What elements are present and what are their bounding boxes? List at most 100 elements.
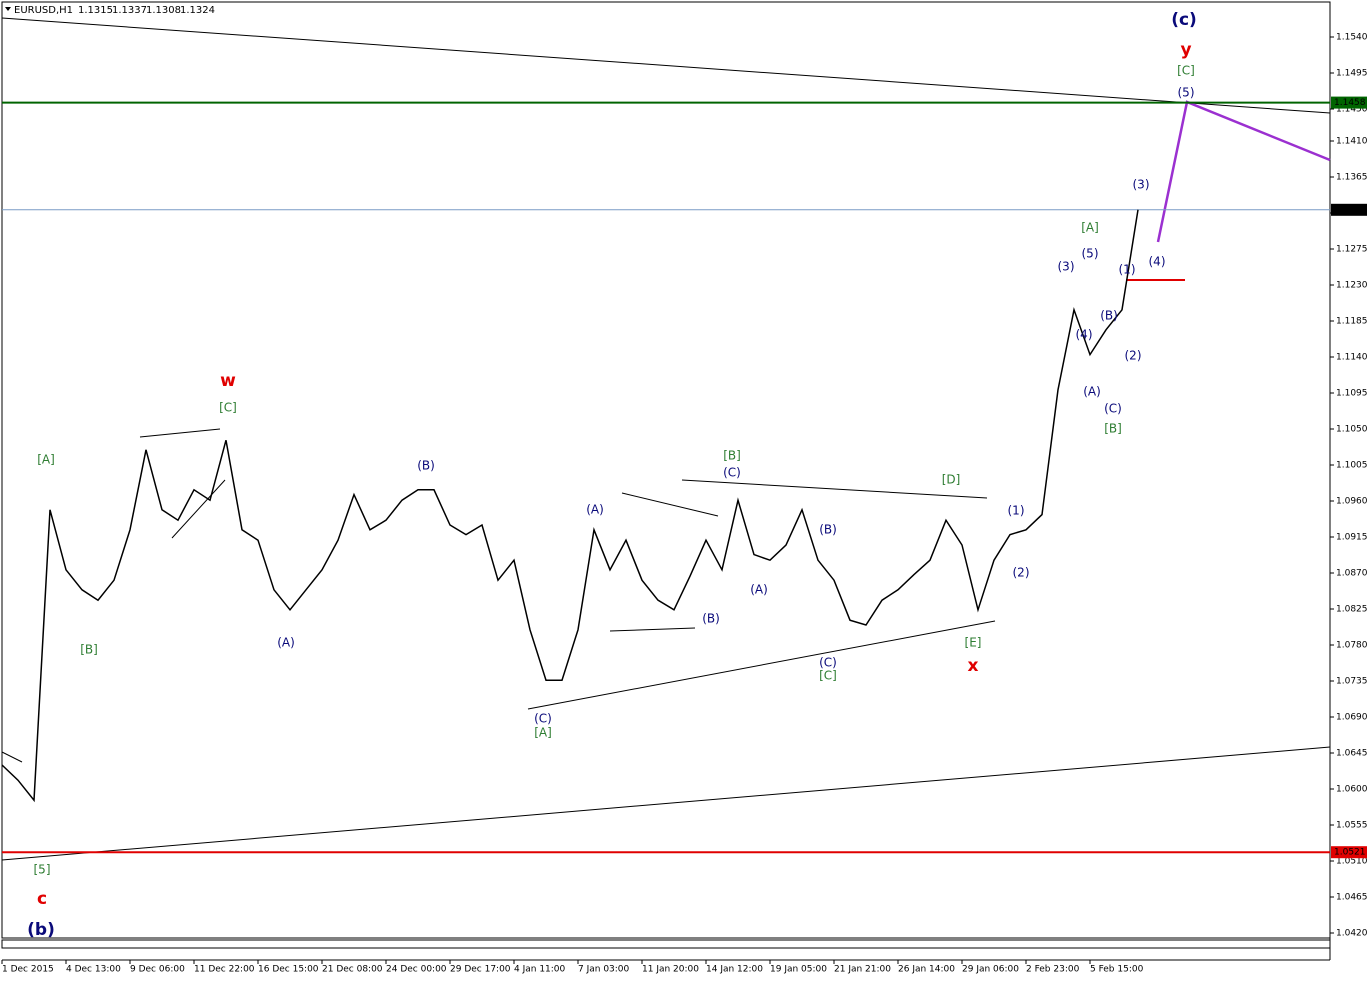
x-tick-label: 16 Dec 15:00 xyxy=(258,965,319,975)
wave-label: [C] xyxy=(1177,64,1195,78)
price-level-box xyxy=(1331,96,1367,109)
x-tick-label: 14 Jan 12:00 xyxy=(706,965,763,975)
x-tick-label: 29 Jan 06:00 xyxy=(962,965,1019,975)
price-level-label: 1.1458 xyxy=(1334,98,1366,108)
y-tick-label: 1.0465 xyxy=(1336,893,1368,903)
wave-label: y xyxy=(1180,40,1191,60)
trend-line xyxy=(609,627,696,632)
wave-label: [5] xyxy=(34,863,51,877)
wave-label: [E] xyxy=(965,636,982,650)
wave-label: (A) xyxy=(586,503,604,517)
y-tick-label: 1.1005 xyxy=(1336,461,1368,471)
wave-label: [C] xyxy=(219,401,237,415)
y-tick-label: 1.0960 xyxy=(1336,497,1368,507)
trend-line xyxy=(621,492,719,517)
y-tick-label: 1.0915 xyxy=(1336,533,1368,543)
wave-label: c xyxy=(37,889,47,909)
y-tick-label: 1.0600 xyxy=(1336,785,1368,795)
y-tick-label: 1.0555 xyxy=(1336,821,1368,831)
y-tick-label: 1.1230 xyxy=(1336,281,1368,291)
wave-label: (B) xyxy=(1100,309,1118,323)
y-tick-label: 1.1495 xyxy=(1336,69,1368,79)
wave-label: (2) xyxy=(1125,349,1142,363)
y-tick-label: 1.1540 xyxy=(1336,33,1368,43)
y-tick-label: 1.0825 xyxy=(1336,605,1368,615)
y-tick-label: 1.1450 xyxy=(1336,105,1368,115)
header: EURUSD,H1 1.1315 1.1337 1.1308 1.1324 xyxy=(5,5,215,16)
trend-line xyxy=(139,428,221,438)
wave-label: (A) xyxy=(750,583,768,597)
wave-label: (b) xyxy=(27,920,55,940)
wave-label: (B) xyxy=(417,459,435,473)
x-tick-label: 11 Jan 20:00 xyxy=(642,965,699,975)
x-tick-label: 21 Dec 08:00 xyxy=(322,965,383,975)
wave-label: (4) xyxy=(1076,328,1093,342)
trend-line xyxy=(681,479,988,499)
wave-label: [A] xyxy=(1081,221,1099,235)
x-tick-label: 9 Dec 06:00 xyxy=(130,965,185,975)
wave-label: (5) xyxy=(1178,86,1195,100)
wave-label: (A) xyxy=(277,636,295,650)
x-tick-label: 21 Jan 21:00 xyxy=(834,965,891,975)
trend-line xyxy=(1,751,23,763)
wave-label: (C) xyxy=(819,656,837,670)
trend-lines xyxy=(1,17,1331,861)
wave-label: (5) xyxy=(1082,247,1099,261)
price-level-box xyxy=(1331,846,1367,859)
x-tick-label: 11 Dec 22:00 xyxy=(194,965,255,975)
wave-label: (1) xyxy=(1008,504,1025,518)
x-tick-label: 1 Dec 2015 xyxy=(2,965,54,975)
y-tick-label: 1.0735 xyxy=(1336,677,1368,687)
price-level-label: 1.0521 xyxy=(1334,848,1366,858)
y-tick-label: 1.1410 xyxy=(1336,137,1368,147)
wave-label: [B] xyxy=(80,643,98,657)
x-tick-label: 19 Jan 05:00 xyxy=(770,965,827,975)
wave-label: (3) xyxy=(1133,178,1150,192)
ohlc-high: 1.1337 xyxy=(112,5,147,16)
wave-label: (B) xyxy=(702,612,720,626)
wave-label: (4) xyxy=(1149,255,1166,269)
scroll-bar xyxy=(1,939,1331,949)
menu-arrow xyxy=(5,7,11,11)
wave-label: [A] xyxy=(534,726,552,740)
price-line xyxy=(1,209,1139,803)
wave-label: [C] xyxy=(819,669,837,683)
x-tick-label: 29 Dec 17:00 xyxy=(450,965,511,975)
wave-label: (C) xyxy=(534,712,552,726)
price-level-label: 1.1324 xyxy=(1334,205,1366,215)
y-tick-label: 1.0420 xyxy=(1336,929,1368,939)
price-level-box xyxy=(1331,203,1367,216)
y-tick-label: 1.0780 xyxy=(1336,641,1368,651)
wave-label: x xyxy=(968,656,979,676)
y-tick-label: 1.1095 xyxy=(1336,389,1368,399)
ohlc-open: 1.1315 xyxy=(78,5,113,16)
wave-label: w xyxy=(220,371,236,391)
wave-label: [D] xyxy=(942,473,961,487)
x-tick-label: 2 Feb 23:00 xyxy=(1026,965,1080,975)
x-tick-label: 4 Jan 11:00 xyxy=(514,965,566,975)
x-tick-label: 4 Dec 13:00 xyxy=(66,965,121,975)
ohlc-low: 1.1308 xyxy=(146,5,181,16)
plot-frame xyxy=(1,1,1331,939)
trend-line xyxy=(171,479,226,539)
y-tick-label: 1.0870 xyxy=(1336,569,1368,579)
wave-label: (3) xyxy=(1058,260,1075,274)
y-tick-label: 1.0690 xyxy=(1336,713,1368,723)
wave-label: (1) xyxy=(1119,263,1136,277)
wave-label: (2) xyxy=(1013,566,1030,580)
trend-line xyxy=(527,620,996,710)
wave-label: (A) xyxy=(1083,385,1101,399)
x-tick-label: 5 Feb 15:00 xyxy=(1090,965,1144,975)
trend-line xyxy=(1,746,1331,861)
symbol: EURUSD,H1 xyxy=(14,5,73,16)
wave-label: (c) xyxy=(1171,10,1197,30)
wave-label: [B] xyxy=(723,449,741,463)
y-tick-label: 1.0510 xyxy=(1336,857,1368,867)
y-tick-label: 1.1185 xyxy=(1336,317,1368,327)
trend-line xyxy=(1,17,1331,114)
wave-label: (C) xyxy=(723,466,741,480)
y-tick-label: 1.1140 xyxy=(1336,353,1368,363)
x-tick-label: 26 Jan 14:00 xyxy=(898,965,955,975)
wave-label: [A] xyxy=(37,453,55,467)
